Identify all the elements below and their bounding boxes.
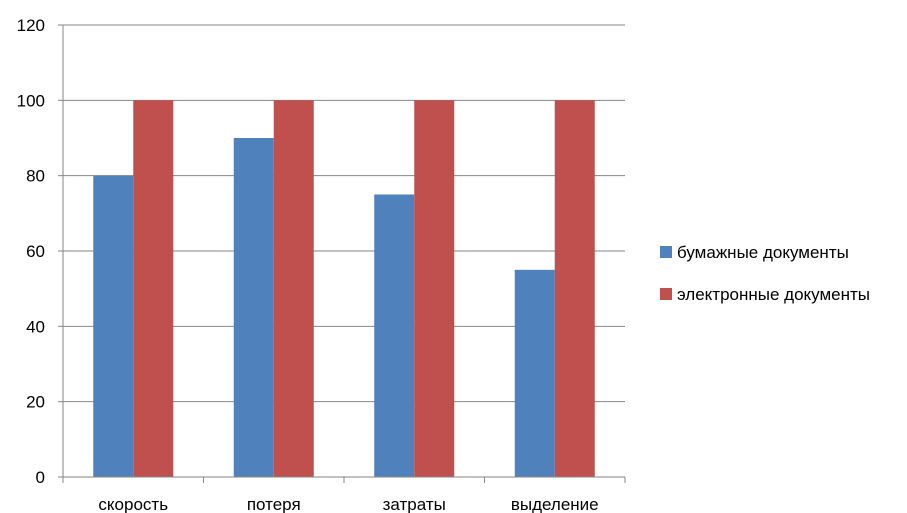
bar-paper-2	[374, 194, 415, 477]
legend-label: бумажные документы	[677, 243, 849, 262]
axes	[58, 24, 626, 483]
x-tick-label: выделение	[511, 495, 599, 513]
y-tick-label: 20	[26, 393, 45, 412]
y-tick-label: 100	[17, 91, 45, 110]
y-tick-label: 120	[17, 16, 45, 35]
y-tick-label: 80	[26, 167, 45, 186]
x-tick-label: потеря	[247, 495, 301, 513]
y-tick-label: 0	[36, 468, 45, 487]
y-tick-labels: 0 20 40 60 80 100 120	[17, 16, 45, 487]
legend: бумажные документы электронные документы	[660, 243, 870, 304]
legend-label: электронные документы	[677, 285, 870, 304]
x-tick-label: затраты	[383, 495, 446, 513]
bar-electronic-0	[133, 100, 174, 477]
x-tick-labels: скорость потеря затраты выделение	[98, 495, 598, 513]
bar-paper-0	[93, 175, 134, 477]
bar-electronic-3	[554, 100, 595, 477]
legend-swatch	[660, 288, 672, 300]
bar-electronic-1	[273, 100, 314, 477]
bar-paper-3	[514, 269, 555, 477]
y-tick-label: 60	[26, 242, 45, 261]
bar-paper-1	[233, 138, 274, 477]
y-tick-label: 40	[26, 317, 45, 336]
x-tick-label: скорость	[98, 495, 168, 513]
bars	[93, 100, 595, 477]
bar-electronic-2	[414, 100, 455, 477]
legend-swatch	[660, 246, 672, 258]
